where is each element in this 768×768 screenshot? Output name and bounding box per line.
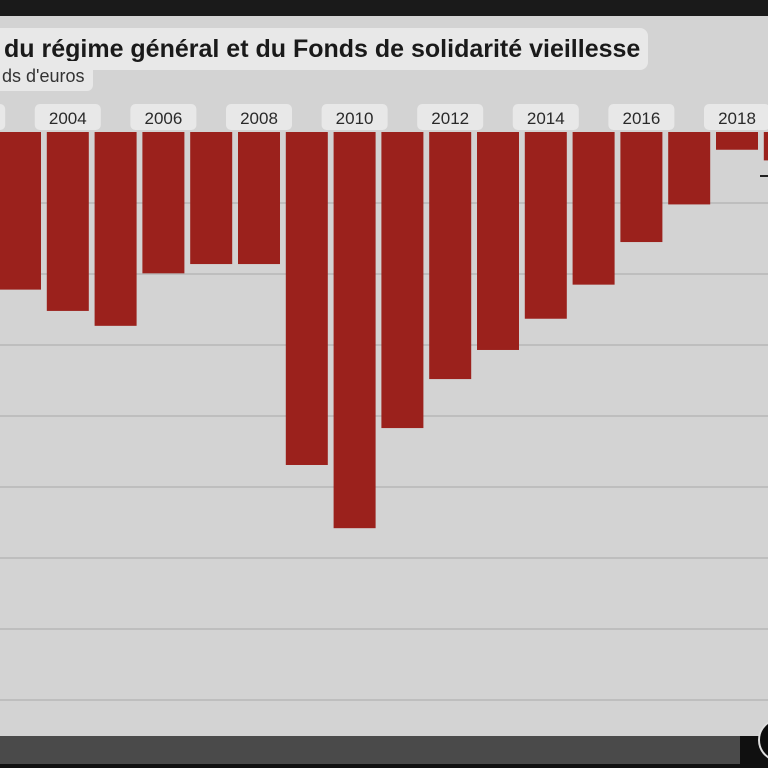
footer-band: [0, 736, 740, 764]
chart-panel: 200220042006200820102012201420162018 du …: [0, 16, 768, 736]
x-tick-2008: 2008: [240, 109, 278, 128]
chart-subtitle-text: ds d'euros: [2, 65, 85, 86]
bar-2011: [381, 132, 424, 429]
bar-2004: [46, 132, 89, 311]
x-tick-2010-bg: [321, 104, 388, 130]
chart-title-text: du régime général et du Fonds de solidar…: [4, 34, 641, 63]
bar-2010: [333, 132, 376, 529]
x-tick-2014: 2014: [527, 109, 565, 128]
x-tick-2018: 2018: [718, 109, 756, 128]
x-tick-2012: 2012: [431, 109, 469, 128]
x-tick-partial-bg: [0, 104, 6, 130]
bar-2013: [477, 132, 519, 350]
bar-2012: [429, 132, 472, 380]
bars: [0, 132, 768, 529]
chart-title: du régime général et du Fonds de solidar…: [0, 28, 649, 70]
x-tick-2010: 2010: [336, 109, 374, 128]
bar-2019: [763, 132, 768, 161]
bar-2006: [142, 132, 185, 274]
bar-2003: [0, 132, 41, 290]
chart-subtitle: ds d'euros: [0, 61, 93, 91]
bar-2009: [285, 132, 328, 465]
x-tick-2014-bg: [512, 104, 579, 130]
bar-2015: [572, 132, 615, 285]
x-tick-2006-bg: [130, 104, 197, 130]
footer-bar: [0, 736, 768, 768]
x-axis-ticks: 200220042006200820102012201420162018: [0, 104, 768, 130]
x-tick-2018-bg: [704, 104, 768, 130]
bar-2014: [524, 132, 567, 319]
x-tick-2004: 2004: [49, 109, 87, 128]
x-tick-2006: 2006: [144, 109, 182, 128]
bar-2008: [238, 132, 280, 265]
bar-2016: [620, 132, 663, 243]
bar-2018: [716, 132, 758, 150]
x-tick-2016: 2016: [622, 109, 660, 128]
x-tick-2008-bg: [226, 104, 292, 130]
bar-2005: [94, 132, 137, 326]
bar-2017: [668, 132, 711, 205]
x-tick-2004-bg: [34, 104, 101, 130]
x-tick-2016-bg: [608, 104, 675, 130]
top-border-strip: [0, 0, 768, 16]
x-tick-2012-bg: [417, 104, 484, 130]
bar-chart: 200220042006200820102012201420162018: [0, 104, 768, 701]
bar-2007: [190, 132, 233, 265]
